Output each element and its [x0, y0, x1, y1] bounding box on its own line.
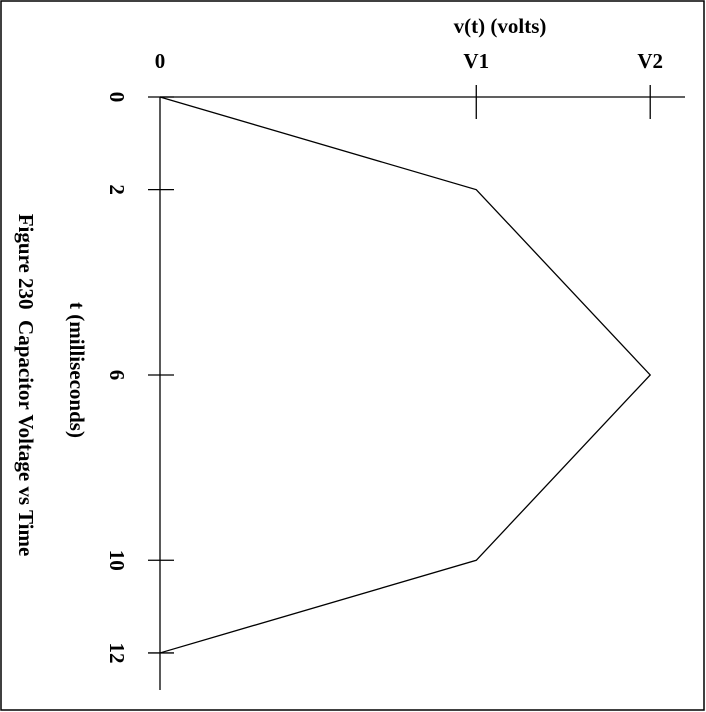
x-tick-label: 6	[105, 370, 129, 381]
data-line	[159, 96, 652, 654]
x-tick-label: 10	[105, 550, 129, 571]
x-tick-label: 2	[105, 184, 129, 195]
x-axis-label: t (milliseconds)	[65, 302, 89, 438]
y-tick-label: 0	[155, 49, 166, 73]
x-tick-label: 12	[105, 642, 129, 663]
y-tick-label: V2	[637, 49, 663, 73]
y-tick-label: V1	[463, 49, 489, 73]
x-tick-label: 0	[105, 92, 129, 103]
chart-title: Figure 230 Capacitor Voltage vs Time	[14, 214, 38, 557]
y-axis-label: v(t) (volts)	[454, 14, 547, 38]
